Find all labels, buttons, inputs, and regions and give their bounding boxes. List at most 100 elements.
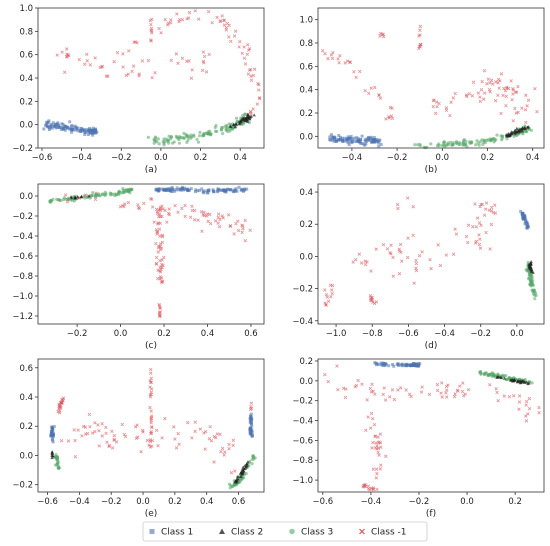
data-point-class-neg1: [417, 34, 421, 38]
data-point-class-1: [377, 363, 381, 367]
data-point-class-neg1: [142, 201, 146, 206]
data-point-class-neg1: [431, 98, 436, 103]
data-point-class-3: [413, 143, 417, 147]
data-point-class-2: [245, 119, 250, 123]
data-point-class-1: [78, 129, 82, 133]
data-point-class-1: [94, 128, 98, 132]
panel-5-points: [49, 367, 257, 490]
panel-2: −0.4 −0.2 0.0 0.2 0.4 0.0 0.2 0.4 0.6 0.8 1.0 (b): [299, 7, 545, 175]
data-point-class-1: [168, 189, 172, 193]
data-point-class-neg1: [88, 63, 93, 67]
data-point-class-neg1: [190, 204, 194, 209]
data-point-class-neg1: [104, 431, 108, 436]
data-point-class-neg1: [97, 428, 101, 433]
data-point-class-1: [250, 422, 254, 426]
data-point-class-1: [329, 133, 333, 137]
data-point-class-1: [197, 188, 201, 192]
data-point-class-1: [53, 123, 57, 127]
data-point-class-neg1: [85, 59, 89, 63]
data-point-class-neg1: [83, 62, 87, 66]
data-point-class-3: [482, 138, 486, 142]
data-point-class-neg1: [246, 48, 251, 52]
data-point-class-neg1: [136, 205, 141, 210]
data-point-class-neg1: [100, 64, 105, 69]
data-point-class-2: [75, 195, 80, 199]
data-point-class-neg1: [163, 208, 167, 213]
data-point-class-neg1: [149, 418, 153, 423]
data-point-class-neg1: [222, 18, 226, 23]
data-point-class-1: [371, 138, 375, 142]
data-point-class-neg1: [232, 232, 236, 236]
data-point-class-neg1: [140, 59, 145, 63]
data-point-class-neg1: [370, 298, 375, 302]
data-point-class-neg1: [461, 381, 465, 385]
data-point-class-1: [46, 125, 50, 129]
x-tick-label: −0.6: [312, 497, 333, 507]
data-point-class-neg1: [478, 95, 482, 99]
y-tick-label: 0.6: [19, 51, 33, 61]
data-point-class-1: [343, 139, 347, 143]
data-point-class-neg1: [136, 203, 140, 207]
data-point-class-3: [57, 466, 61, 470]
data-point-class-neg1: [455, 388, 460, 392]
data-point-class-neg1: [207, 437, 212, 441]
data-point-class-neg1: [240, 230, 244, 235]
data-point-class-1: [370, 140, 374, 144]
y-tick-label: 0.6: [19, 364, 33, 374]
data-point-class-1: [377, 144, 381, 148]
data-point-class-neg1: [238, 39, 242, 44]
data-point-class-neg1: [396, 206, 400, 211]
panel-5: −0.6 −0.4 −0.2 0.0 0.2 0.4 0.6 −0.2 0.0 0.2 0.4 0.6…: [12, 358, 265, 519]
data-point-class-neg1: [110, 429, 114, 433]
data-point-class-3: [234, 116, 239, 120]
data-point-class-neg1: [198, 427, 203, 431]
data-point-class-1: [345, 139, 349, 143]
data-point-class-neg1: [364, 428, 368, 433]
data-point-class-1: [353, 139, 357, 143]
data-point-class-neg1: [330, 56, 335, 61]
data-point-class-neg1: [156, 276, 160, 281]
data-point-class-2: [516, 130, 520, 134]
data-point-class-neg1: [409, 394, 413, 399]
data-point-class-3: [225, 125, 229, 129]
data-point-class-neg1: [100, 421, 104, 426]
data-point-class-neg1: [330, 291, 334, 296]
data-point-class-1: [379, 361, 383, 365]
data-point-class-3: [202, 132, 206, 136]
data-point-class-3: [486, 373, 491, 377]
data-point-class-neg1: [152, 220, 156, 224]
data-point-class-neg1: [367, 91, 371, 96]
data-point-class-1: [216, 190, 220, 194]
data-point-class-1: [202, 189, 206, 193]
data-point-class-neg1: [227, 442, 231, 447]
data-point-class-neg1: [189, 76, 194, 80]
data-point-class-1: [240, 187, 244, 191]
data-point-class-neg1: [470, 94, 475, 98]
data-point-class-1: [82, 128, 86, 132]
data-point-class-2: [523, 380, 527, 384]
data-point-class-neg1: [158, 234, 162, 238]
data-point-class-3: [481, 142, 485, 147]
data-point-class-3: [122, 190, 126, 194]
y-tick-label: 0.8: [299, 39, 313, 49]
data-point-class-neg1: [149, 390, 154, 394]
data-point-class-1: [349, 134, 353, 138]
data-point-class-neg1: [105, 440, 109, 445]
data-point-class-neg1: [148, 367, 153, 372]
data-point-class-neg1: [202, 54, 207, 59]
data-point-class-3: [195, 137, 199, 141]
data-point-class-neg1: [137, 74, 141, 78]
data-point-class-neg1: [379, 445, 383, 449]
data-point-class-neg1: [482, 69, 487, 73]
data-point-class-neg1: [207, 52, 211, 57]
data-point-class-neg1: [220, 214, 225, 218]
data-point-class-3: [494, 138, 498, 142]
data-point-class-3: [483, 141, 487, 145]
data-point-class-neg1: [219, 19, 223, 23]
data-point-class-3: [478, 370, 482, 375]
data-point-class-1: [250, 434, 254, 438]
data-point-class-2: [87, 194, 91, 198]
data-point-class-neg1: [440, 395, 444, 399]
data-point-class-3: [177, 135, 182, 139]
data-point-class-3: [55, 197, 59, 201]
